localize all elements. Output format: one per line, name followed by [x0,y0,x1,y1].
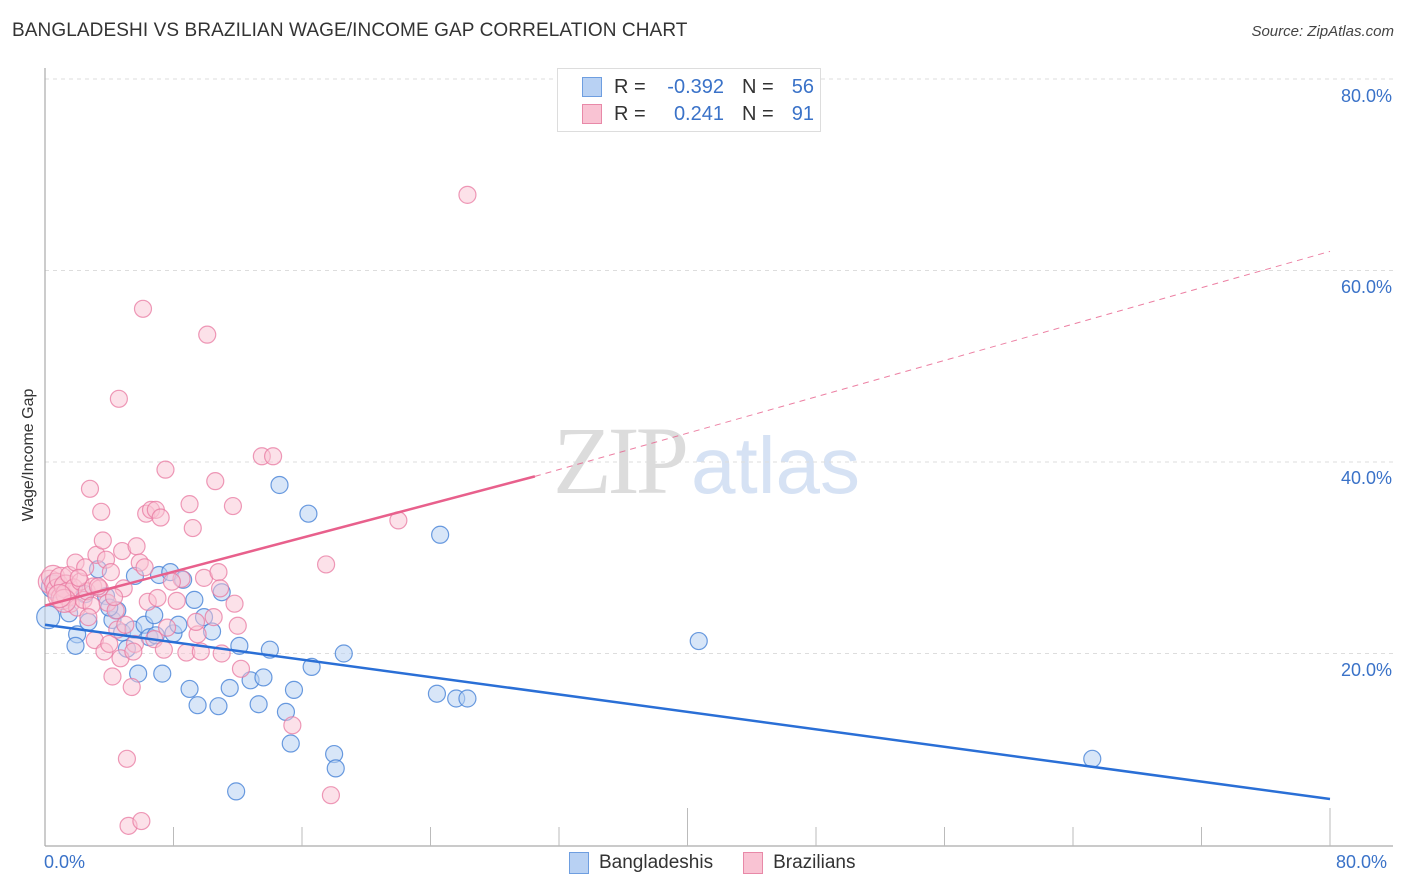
data-point [231,659,251,678]
legend-label: Brazilians [773,852,856,873]
y-tick-80: 80.0% [1340,86,1392,106]
brazilians-swatch-icon [743,852,764,874]
data-point [109,389,128,408]
data-point [47,583,72,609]
data-point [80,479,100,498]
data-point [263,447,283,466]
chart-title: BANGLADESHI VS BRAZILIAN WAGE/INCOME GAP… [12,20,688,41]
data-point [185,590,204,609]
data-point [93,531,112,550]
data-point [180,495,199,514]
data-point [116,615,135,634]
series-legend: Bangladeshis Brazilians [569,852,885,874]
data-point [92,502,111,521]
data-point [104,587,124,607]
y-tick-60: 60.0% [1340,277,1392,297]
data-point [431,525,450,544]
data-point [334,644,353,663]
data-point [321,786,341,805]
data-point [206,472,225,491]
n-value: 56 [791,75,814,98]
correlation-legend: R = -0.392 N = 56 R = 0.241 N = 91 [557,68,821,132]
x-tick-0: 0.0% [44,852,86,872]
n-label: N = [742,102,774,125]
y-tick-40: 40.0% [1340,468,1392,488]
data-point [133,299,153,318]
legend-item-brazilians[interactable]: Brazilians [743,852,855,874]
n-value: 91 [791,102,814,125]
data-point [162,572,181,591]
data-point [427,684,447,703]
brazilians-swatch-icon [582,104,602,124]
data-point [283,716,302,735]
data-point [66,636,85,655]
data-point [281,734,300,753]
r-value: 0.241 [673,102,724,125]
data-point [209,697,228,716]
data-point [100,634,119,654]
data-point [122,677,141,697]
data-point [101,563,120,582]
data-point [103,667,122,686]
source-label: Source: ZipAtlas.com [1251,23,1394,40]
data-point [188,696,207,715]
data-point [183,518,202,538]
brazilians-trendline-extension [534,250,1331,477]
data-point [223,496,243,516]
data-point [689,631,708,651]
r-value: -0.392 [667,75,724,98]
data-point [167,591,186,610]
x-tick-80: 80.0% [1336,852,1388,872]
data-point [69,568,88,587]
data-point [79,608,98,627]
legend-item-bangladeshis[interactable]: Bangladeshis [569,852,713,874]
y-axis-label: Wage/Income Gap [20,388,37,522]
data-point [227,782,246,801]
data-point [180,679,199,699]
data-point [124,642,143,661]
data-point [228,616,247,635]
data-point [204,608,223,627]
data-point [225,594,244,613]
data-point [299,504,318,523]
data-point [154,640,173,659]
data-point [326,759,345,778]
bangladeshis-swatch-icon [569,852,589,874]
data-point [458,689,477,708]
legend-row-brazilians: R = 0.241 N = 91 [582,102,814,126]
brazilians-trendline [44,475,536,607]
data-point [270,475,289,495]
data-point [458,185,477,204]
bangladeshis-swatch-icon [582,77,602,97]
data-point [254,668,273,687]
data-point [210,579,230,598]
bangladeshis-trendline [44,623,1331,801]
data-point [220,678,239,698]
data-point [135,558,154,577]
legend-row-bangladeshis: R = -0.392 N = 56 [582,75,814,99]
data-point [209,563,228,582]
data-point [148,588,167,608]
data-point [284,680,304,699]
data-point [156,460,175,479]
data-point [151,508,170,527]
r-label: R = [614,75,646,98]
data-point [316,555,336,574]
data-point [198,325,217,344]
y-tick-20: 20.0% [1340,660,1392,680]
r-label: R = [614,102,646,125]
data-point [157,618,177,637]
data-point [153,664,172,683]
data-point [249,695,268,714]
data-point [117,749,137,768]
data-point [186,612,206,632]
n-label: N = [742,75,774,98]
data-point [127,537,146,556]
data-point [132,811,151,831]
legend-label: Bangladeshis [599,852,714,873]
